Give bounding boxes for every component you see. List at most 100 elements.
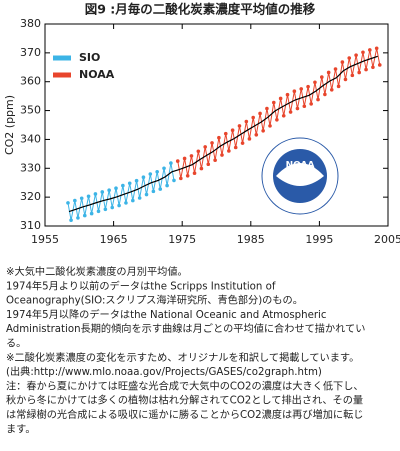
data-point [82,213,87,218]
data-point [151,189,156,194]
legend-label: NOAA [79,68,115,81]
data-point [281,113,286,118]
trend-line [68,55,378,213]
y-tick-label: 350 [20,104,41,117]
data-point [354,53,358,57]
x-tick-label: 1995 [305,233,333,246]
data-point [169,161,173,165]
y-axis-title: CO2 (ppm) [3,95,16,155]
logo-label: NOAA [286,161,315,171]
legend-label: SIO [79,51,100,64]
data-point [261,128,265,133]
data-point [271,100,276,105]
data-point [364,67,368,72]
data-point [117,203,121,208]
data-point [73,198,77,203]
data-point [66,201,70,205]
data-point [295,106,300,111]
data-point [357,70,361,75]
x-tick-label: 1985 [237,233,265,246]
note-line: ※大気中二酸化炭素濃度の月別平均値。 [6,265,188,278]
data-point [247,137,252,141]
note-line: Oceanography(SIO:スクリプス海洋研究所、青色部分)のもの。 [6,294,303,307]
y-tick-label: 360 [20,75,41,88]
data-point [141,175,146,180]
data-point [93,192,98,196]
data-point [285,92,290,97]
data-point [347,56,352,60]
data-point [299,87,304,91]
y-tick-label: 370 [20,46,41,59]
note-line: Administration長期的傾向を示す曲線は月ごとの平均値に合わせて描かれ… [6,322,365,335]
data-point [223,131,228,136]
data-point [179,176,183,181]
note-line: 秋から冬にかけては多くの植物は枯れ分解されてCO2として排出され、その量 [6,394,363,407]
data-point [313,80,317,85]
data-point [240,141,245,145]
y-tick-label: 340 [20,132,41,145]
data-point [76,216,80,220]
data-point [175,159,180,163]
data-point [199,166,204,171]
data-point [340,60,345,64]
data-point [192,171,197,175]
x-tick-label: 1965 [100,233,128,246]
data-point [100,190,105,194]
data-point [137,196,142,200]
data-point [155,169,159,174]
data-point [258,111,262,116]
plot-frame [44,23,389,227]
note-line: 1974年5月より以前のデータはthe Scripps Institution … [6,279,276,292]
data-point [172,178,176,183]
data-point [196,149,201,154]
data-point [316,97,320,102]
data-point [165,183,169,188]
note-line: ※二酸化炭素濃度の変化を示すため、オリジナルを和訳して掲載しています。 [6,351,359,364]
data-point [336,84,341,89]
data-point [343,77,348,82]
data-point [162,166,166,171]
data-point [302,104,307,109]
data-point [220,153,224,157]
data-point [158,187,163,191]
data-point [79,196,84,201]
data-point [124,201,128,205]
note-line: ます。 [6,423,36,435]
x-tick-label: 1975 [168,233,196,246]
data-point [371,65,375,70]
data-point [326,70,331,75]
x-tick-label: 1955 [31,233,59,246]
data-point [265,106,269,111]
data-point [107,188,111,193]
data-point [268,124,272,128]
data-point [368,48,372,52]
data-point [244,119,249,124]
data-point [329,87,334,92]
data-point [254,133,259,137]
note-line: 注：春から夏にかけては旺盛な光合成で大気中のCO2の濃度は大きく低下し、 [6,379,364,392]
y-tick-label: 320 [20,190,41,203]
data-point [275,118,279,122]
data-point [230,128,235,132]
data-point [69,218,73,223]
data-point [306,84,310,89]
data-point [251,115,256,120]
note-line: は常緑樹の光合成による吸収に遥かに勝ることからCO2濃度は再び増加に転じ [6,408,364,421]
data-point [86,194,91,199]
data-point [350,73,355,78]
data-point [278,96,283,101]
data-point [185,173,190,178]
noaa-logo: NOAA [261,137,339,215]
data-point [288,110,293,114]
data-point [189,154,194,158]
data-point [227,149,231,153]
data-point [377,63,382,67]
note-line: 1974年5月以降のデータはthe National Oceanic and A… [6,308,326,321]
data-point [374,46,379,51]
y-tick-label: 310 [20,219,41,232]
data-point [217,135,221,140]
data-point [110,205,115,210]
note-line: (出典:http://www.mlo.noaa.gov/Projects/GAS… [6,365,322,378]
